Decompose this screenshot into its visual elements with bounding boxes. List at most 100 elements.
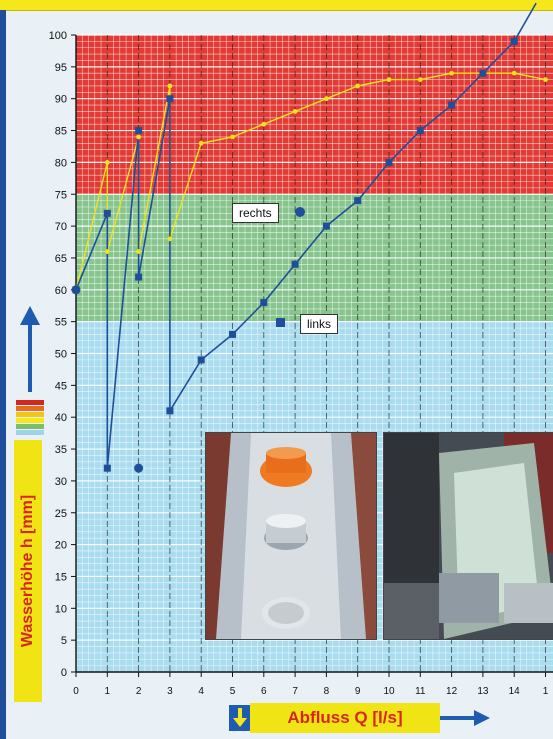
x-tick-label: 8 <box>324 686 330 697</box>
data-point-rechts <box>292 109 298 114</box>
photo-channel-flow <box>383 432 553 640</box>
up-arrow-head-icon <box>20 306 40 325</box>
data-point-rechts <box>511 70 517 76</box>
x-tick-label: 13 <box>477 686 489 697</box>
y-tick-label: 30 <box>55 476 67 488</box>
down-arrow-icon <box>229 705 251 731</box>
zone-swatch <box>16 418 44 423</box>
x-tick-label: 10 <box>383 686 395 697</box>
x-tick-label: 5 <box>230 686 236 697</box>
data-point-links <box>385 158 393 166</box>
zone-swatch <box>16 424 44 429</box>
x-tick-label: 7 <box>292 686 298 697</box>
x-tick-label: 12 <box>446 686 458 697</box>
data-point-rechts <box>136 134 142 140</box>
data-point-links <box>260 299 268 307</box>
y-axis-label: Wasserhöhe h [mm] <box>14 440 42 702</box>
zone-band <box>76 35 553 195</box>
y-tick-label: 60 <box>55 285 67 297</box>
data-point-links <box>135 127 143 135</box>
data-point-rechts <box>198 140 204 146</box>
y-tick-label: 10 <box>55 603 67 615</box>
y-tick-label: 50 <box>55 349 67 361</box>
x-tick-label: 0 <box>73 686 79 697</box>
x-tick-label: 11 <box>415 686 426 697</box>
y-tick-label: 35 <box>55 444 67 456</box>
zone-swatch <box>16 412 44 417</box>
data-point-links <box>197 356 205 364</box>
data-point-rechts <box>104 249 110 254</box>
data-point-rechts-marker <box>71 285 81 295</box>
legend-rechts-marker <box>295 207 305 217</box>
data-point-rechts <box>230 134 235 140</box>
photo-outlet-detail <box>205 432 377 640</box>
top-bar <box>0 0 553 11</box>
data-point-rechts <box>417 77 423 82</box>
data-point-links <box>166 95 174 103</box>
y-tick-label: 20 <box>55 540 67 552</box>
data-point-rechts <box>104 160 110 165</box>
x-tick-label: 1 <box>105 686 111 697</box>
x-tick-label: 2 <box>136 686 142 697</box>
legend-links-marker <box>276 318 285 327</box>
x-tick-label: 9 <box>355 686 361 697</box>
data-point-links <box>135 273 143 281</box>
data-point-rechts <box>543 77 548 82</box>
x-tick-label: 14 <box>509 686 521 697</box>
data-point-links <box>291 260 299 268</box>
y-tick-label: 40 <box>55 412 67 424</box>
legend-rechts-label: rechts <box>239 206 272 220</box>
zone-swatch <box>16 430 44 435</box>
y-tick-label: 45 <box>55 380 67 392</box>
data-point-rechts <box>167 236 173 242</box>
data-point-rechts <box>386 77 392 82</box>
data-point-rechts <box>167 83 173 89</box>
data-point-links <box>479 69 487 77</box>
channel-photo-drawing <box>384 433 553 639</box>
y-tick-label: 5 <box>61 635 67 647</box>
outlet-photo-drawing <box>206 433 376 639</box>
left-accent-bar <box>0 10 6 739</box>
data-point-links <box>354 197 362 205</box>
x-axis-label: Abfluss Q [l/s] <box>250 703 440 733</box>
zone-swatch <box>16 406 44 411</box>
legend-links: links <box>300 314 339 334</box>
legend-rechts: rechts <box>232 203 279 223</box>
data-point-links <box>510 37 518 45</box>
data-point-links <box>166 407 174 415</box>
data-point-links <box>322 222 330 230</box>
data-point-rechts <box>324 96 329 102</box>
y-tick-label: 0 <box>61 667 67 679</box>
data-point-links <box>103 209 111 217</box>
zone-swatch <box>16 400 44 405</box>
y-axis-label-text: Wasserhöhe h [mm] <box>19 494 37 648</box>
y-tick-label: 65 <box>55 253 67 265</box>
y-tick-label: 90 <box>55 94 67 106</box>
data-point-rechts <box>355 83 361 89</box>
data-point-rechts-marker <box>134 463 144 473</box>
data-point-rechts <box>261 121 267 127</box>
y-tick-label: 55 <box>55 317 67 329</box>
data-point-links <box>103 464 111 472</box>
x-tick-label: 6 <box>261 686 267 697</box>
data-point-links <box>229 330 236 338</box>
y-tick-label: 70 <box>55 221 67 233</box>
y-tick-label: 85 <box>55 126 67 138</box>
y-tick-label: 80 <box>55 157 67 169</box>
y-tick-label: 25 <box>55 508 67 520</box>
data-point-links <box>416 127 424 135</box>
x-tick-label: 4 <box>198 686 204 697</box>
y-tick-label: 100 <box>49 30 67 42</box>
data-point-rechts <box>136 249 142 254</box>
x-tick-label: 1 <box>543 686 549 697</box>
y-tick-label: 15 <box>55 571 67 583</box>
data-point-links <box>448 101 456 109</box>
data-point-rechts <box>449 70 454 76</box>
x-tick-label: 3 <box>167 686 173 697</box>
y-tick-label: 95 <box>55 62 67 74</box>
legend-links-label: links <box>307 317 332 331</box>
y-axis-label-box <box>14 440 42 702</box>
right-arrow-head-icon <box>474 710 490 726</box>
